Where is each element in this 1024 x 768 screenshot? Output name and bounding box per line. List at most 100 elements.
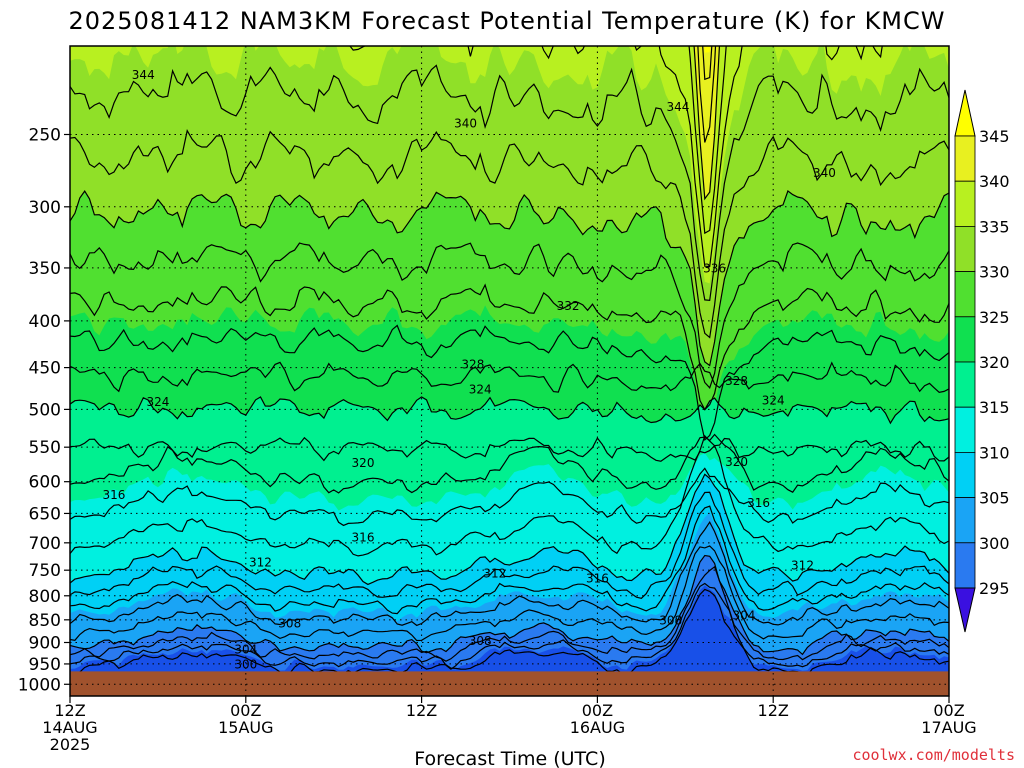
contour-306 [70, 505, 949, 615]
colorbar: 345 340 335 330 325 320 315 310 305 300 295 [954, 89, 1010, 633]
contour-label: 344 [132, 68, 155, 82]
x-tick-label: 12Z [54, 701, 85, 720]
colorbar-segment [954, 316, 976, 363]
contour-label: 324 [469, 383, 492, 397]
contour-334 [70, 64, 949, 302]
y-tick-label: 350 [29, 259, 61, 279]
contour-328 [70, 242, 949, 389]
contour-label: 336 [703, 261, 726, 275]
colorbar-segment [954, 451, 976, 498]
colorbar-label: 335 [979, 217, 1010, 236]
colorbar-segment [954, 497, 976, 544]
contour-312 [70, 434, 949, 557]
contour-label: 308 [278, 617, 301, 631]
colorbar-label: 305 [979, 489, 1010, 508]
contour-322 [70, 361, 949, 393]
contour-label: 328 [461, 358, 484, 372]
contour-310 [70, 473, 949, 586]
contour-label: 316 [102, 488, 125, 502]
colorbar-label: 345 [979, 127, 1010, 146]
contour-label: 316 [586, 572, 609, 586]
contour-304 [70, 521, 949, 627]
colorbar-label: 320 [979, 353, 1010, 372]
y-tick-label: 950 [29, 655, 61, 675]
x-tick-label: 12Z [758, 701, 789, 720]
contour-label: 300 [234, 657, 257, 671]
contour-label: 308 [469, 634, 492, 648]
y-tick-label: 700 [29, 534, 61, 554]
contour-300 [70, 554, 949, 656]
chart-title: 2025081412 NAM3KM Forecast Potential Tem… [68, 7, 945, 35]
y-tick-label: 800 [29, 587, 61, 607]
contour-326 [70, 283, 949, 411]
contour-320 [70, 396, 949, 425]
y-tick-label: 850 [29, 611, 61, 631]
y-tick-label: 650 [29, 504, 61, 524]
colorbar-segment [954, 542, 976, 589]
y-tick-label: 750 [29, 561, 61, 581]
colorbar-top-arrow [954, 89, 976, 137]
y-tick-label: 1000 [18, 675, 61, 695]
y-tick-label: 300 [29, 198, 61, 218]
x-tick-label: 00Z [230, 701, 261, 720]
x-tick-label: 16AUG [570, 718, 625, 737]
contour-label: 312 [249, 556, 272, 570]
x-axis-label: Forecast Time (UTC) [414, 748, 605, 768]
contour-label: 312 [483, 566, 506, 580]
contour-296 [70, 582, 949, 670]
colorbar-bottom-arrow [954, 587, 976, 633]
contour-label: 320 [352, 456, 375, 470]
contour-labels: 344 340 344 340 336 332 328 328 324 324 324 320 320 3… [102, 68, 836, 671]
contour-316 [70, 433, 949, 494]
band-295 [70, 585, 949, 696]
contour-label: 324 [762, 393, 785, 407]
contour-label: 328 [725, 374, 748, 388]
plot-frame [69, 45, 950, 697]
colorbar-label: 325 [979, 308, 1010, 327]
contour-label: 316 [747, 496, 770, 510]
y-axis: 2503003504004505005506006507007508008509… [18, 125, 70, 695]
filled-bands [70, 46, 949, 696]
contour-label: 332 [557, 299, 580, 313]
contour-label: 308 [659, 613, 682, 627]
contour-label: 324 [146, 395, 169, 409]
colorbar-label: 340 [979, 172, 1010, 191]
y-tick-label: 400 [29, 312, 61, 332]
y-tick-label: 900 [29, 633, 61, 653]
contour-label: 320 [725, 455, 748, 469]
y-tick-label: 600 [29, 473, 61, 493]
ground-surface [70, 671, 949, 696]
contour-324 [70, 324, 949, 442]
contour-label: 304 [732, 609, 755, 623]
contour-label: 340 [813, 166, 836, 180]
y-tick-label: 550 [29, 438, 61, 458]
contour-label: 316 [352, 531, 375, 545]
contour-label: 312 [791, 558, 814, 572]
contour-298 [70, 565, 949, 662]
colorbar-label: 295 [979, 579, 1010, 598]
x-tick-label: 00Z [933, 701, 964, 720]
y-tick-label: 450 [29, 359, 61, 379]
contour-label: 304 [234, 643, 257, 657]
colorbar-label: 310 [979, 443, 1010, 462]
contour-label: 340 [454, 117, 477, 131]
plot-area [70, 46, 949, 696]
colorbar-segment [954, 361, 976, 408]
colorbar-segment [954, 271, 976, 318]
x-tick-label: 12Z [406, 701, 437, 720]
colorbar-segment [954, 180, 976, 227]
grid-lines [70, 46, 949, 696]
colorbar-segment [954, 135, 976, 182]
x-tick-label: 2025 [50, 735, 91, 754]
x-tick-label: 14AUG [42, 718, 97, 737]
x-tick-label: 15AUG [218, 718, 273, 737]
contour-308 [70, 491, 949, 599]
contour-302 [70, 545, 949, 642]
colorbar-label: 315 [979, 398, 1010, 417]
colorbar-segment [954, 406, 976, 453]
credit-text: coolwx.com/modelts [852, 746, 1015, 764]
colorbar-segment [954, 225, 976, 272]
x-tick-label: 17AUG [921, 718, 976, 737]
contour-label: 344 [667, 100, 690, 114]
